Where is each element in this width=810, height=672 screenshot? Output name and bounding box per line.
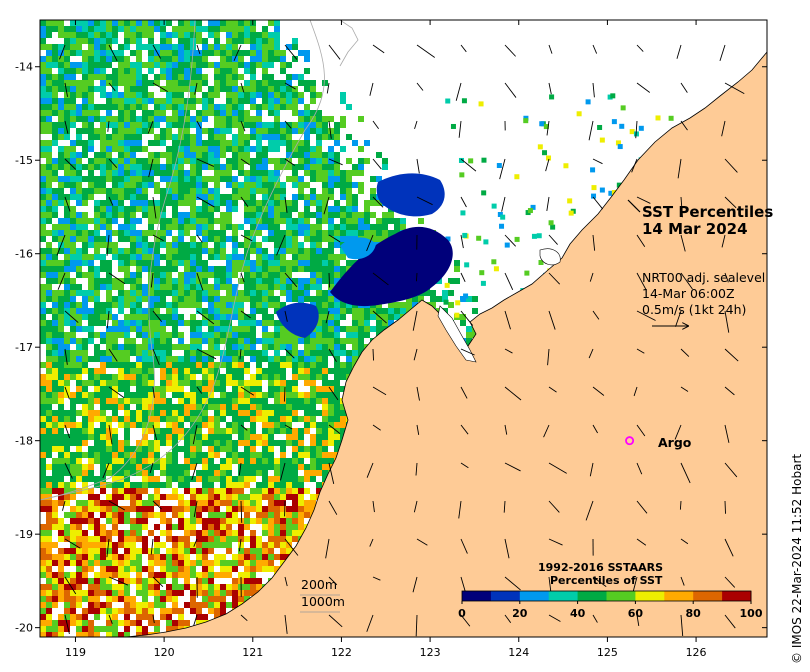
- current-scale-label: 0.5m/s (1kt 24h): [642, 302, 746, 317]
- x-tick-label: 119: [65, 646, 86, 659]
- colorbar-ticks: 0 20 40 60 80 100: [458, 601, 763, 620]
- colorbar-legend: 1992-2016 SSTAARS Percentiles of SST 0 20…: [458, 561, 763, 620]
- colorbar-swatch: [462, 591, 492, 601]
- colorbar-swatch: [519, 591, 550, 601]
- plot-frame: [39, 19, 768, 638]
- x-tick-label: 122: [331, 646, 352, 659]
- x-axis: 119 120 121 122 123 124 125 126: [65, 20, 707, 659]
- argo-float: Argo: [625, 435, 692, 450]
- map-title-line2: 14 Mar 2024: [642, 220, 748, 238]
- y-tick-label: -19: [15, 528, 33, 541]
- y-axis: -14 -15 -16 -17 -18 -19 -20: [15, 61, 767, 635]
- colorbar-title-line2: Percentiles of SST: [550, 574, 663, 587]
- colorbar-tick-label: 0: [458, 607, 466, 620]
- y-tick-label: -14: [15, 61, 33, 74]
- colorbar-swatch: [577, 591, 607, 601]
- x-tick-label: 120: [154, 646, 175, 659]
- cold-anomaly-region: [276, 173, 453, 338]
- contour-label-1000m: 1000m: [301, 594, 345, 609]
- contour-label-200m: 200m: [301, 577, 337, 592]
- y-tick-label: -20: [15, 622, 33, 635]
- bathymetry-contours: [40, 20, 359, 501]
- current-source-label: NRT00 adj. sealevel: [642, 270, 765, 285]
- x-tick-label: 123: [420, 646, 441, 659]
- y-tick-label: -18: [15, 435, 33, 448]
- current-time-label: 14-Mar 06:00Z: [642, 286, 735, 301]
- inland-estuary: [437, 305, 477, 363]
- colorbar-swatch: [490, 591, 521, 601]
- inland-inlet: [539, 248, 561, 266]
- colorbar-swatch: [548, 591, 579, 601]
- colorbar-tick-label: 80: [686, 607, 702, 620]
- colorbar-swatch: [635, 591, 665, 601]
- y-tick-label: -15: [15, 154, 33, 167]
- y-tick-label: -17: [15, 341, 33, 354]
- colorbar-title-line1: 1992-2016 SSTAARS: [538, 561, 663, 574]
- map-title-line1: SST Percentiles: [642, 203, 773, 221]
- colorbar-swatch: [606, 591, 636, 601]
- colorbar-swatch: [693, 591, 723, 601]
- x-tick-label: 125: [597, 646, 618, 659]
- argo-marker: [625, 436, 635, 446]
- australia-coastline-land: [125, 51, 767, 637]
- sst-data-layer: [40, 20, 765, 637]
- x-tick-label: 121: [242, 646, 263, 659]
- colorbar-tick-label: 40: [570, 607, 586, 620]
- colorbar-tick-label: 20: [512, 607, 528, 620]
- copyright-notice: © IMOS 22-Mar-2024 11:52 Hobart: [790, 453, 804, 664]
- colorbar-tick-label: 100: [740, 607, 763, 620]
- title-pointer-line: [627, 199, 641, 213]
- colorbar-swatch: [664, 591, 694, 601]
- x-tick-label: 124: [508, 646, 529, 659]
- colorbar-tick-label: 60: [628, 607, 644, 620]
- colorbar-swatches: [461, 590, 752, 602]
- x-tick-label: 126: [686, 646, 707, 659]
- current-vectors: [56, 44, 745, 637]
- argo-label: Argo: [658, 435, 692, 450]
- y-tick-label: -16: [15, 248, 33, 261]
- colorbar-swatch: [722, 591, 752, 601]
